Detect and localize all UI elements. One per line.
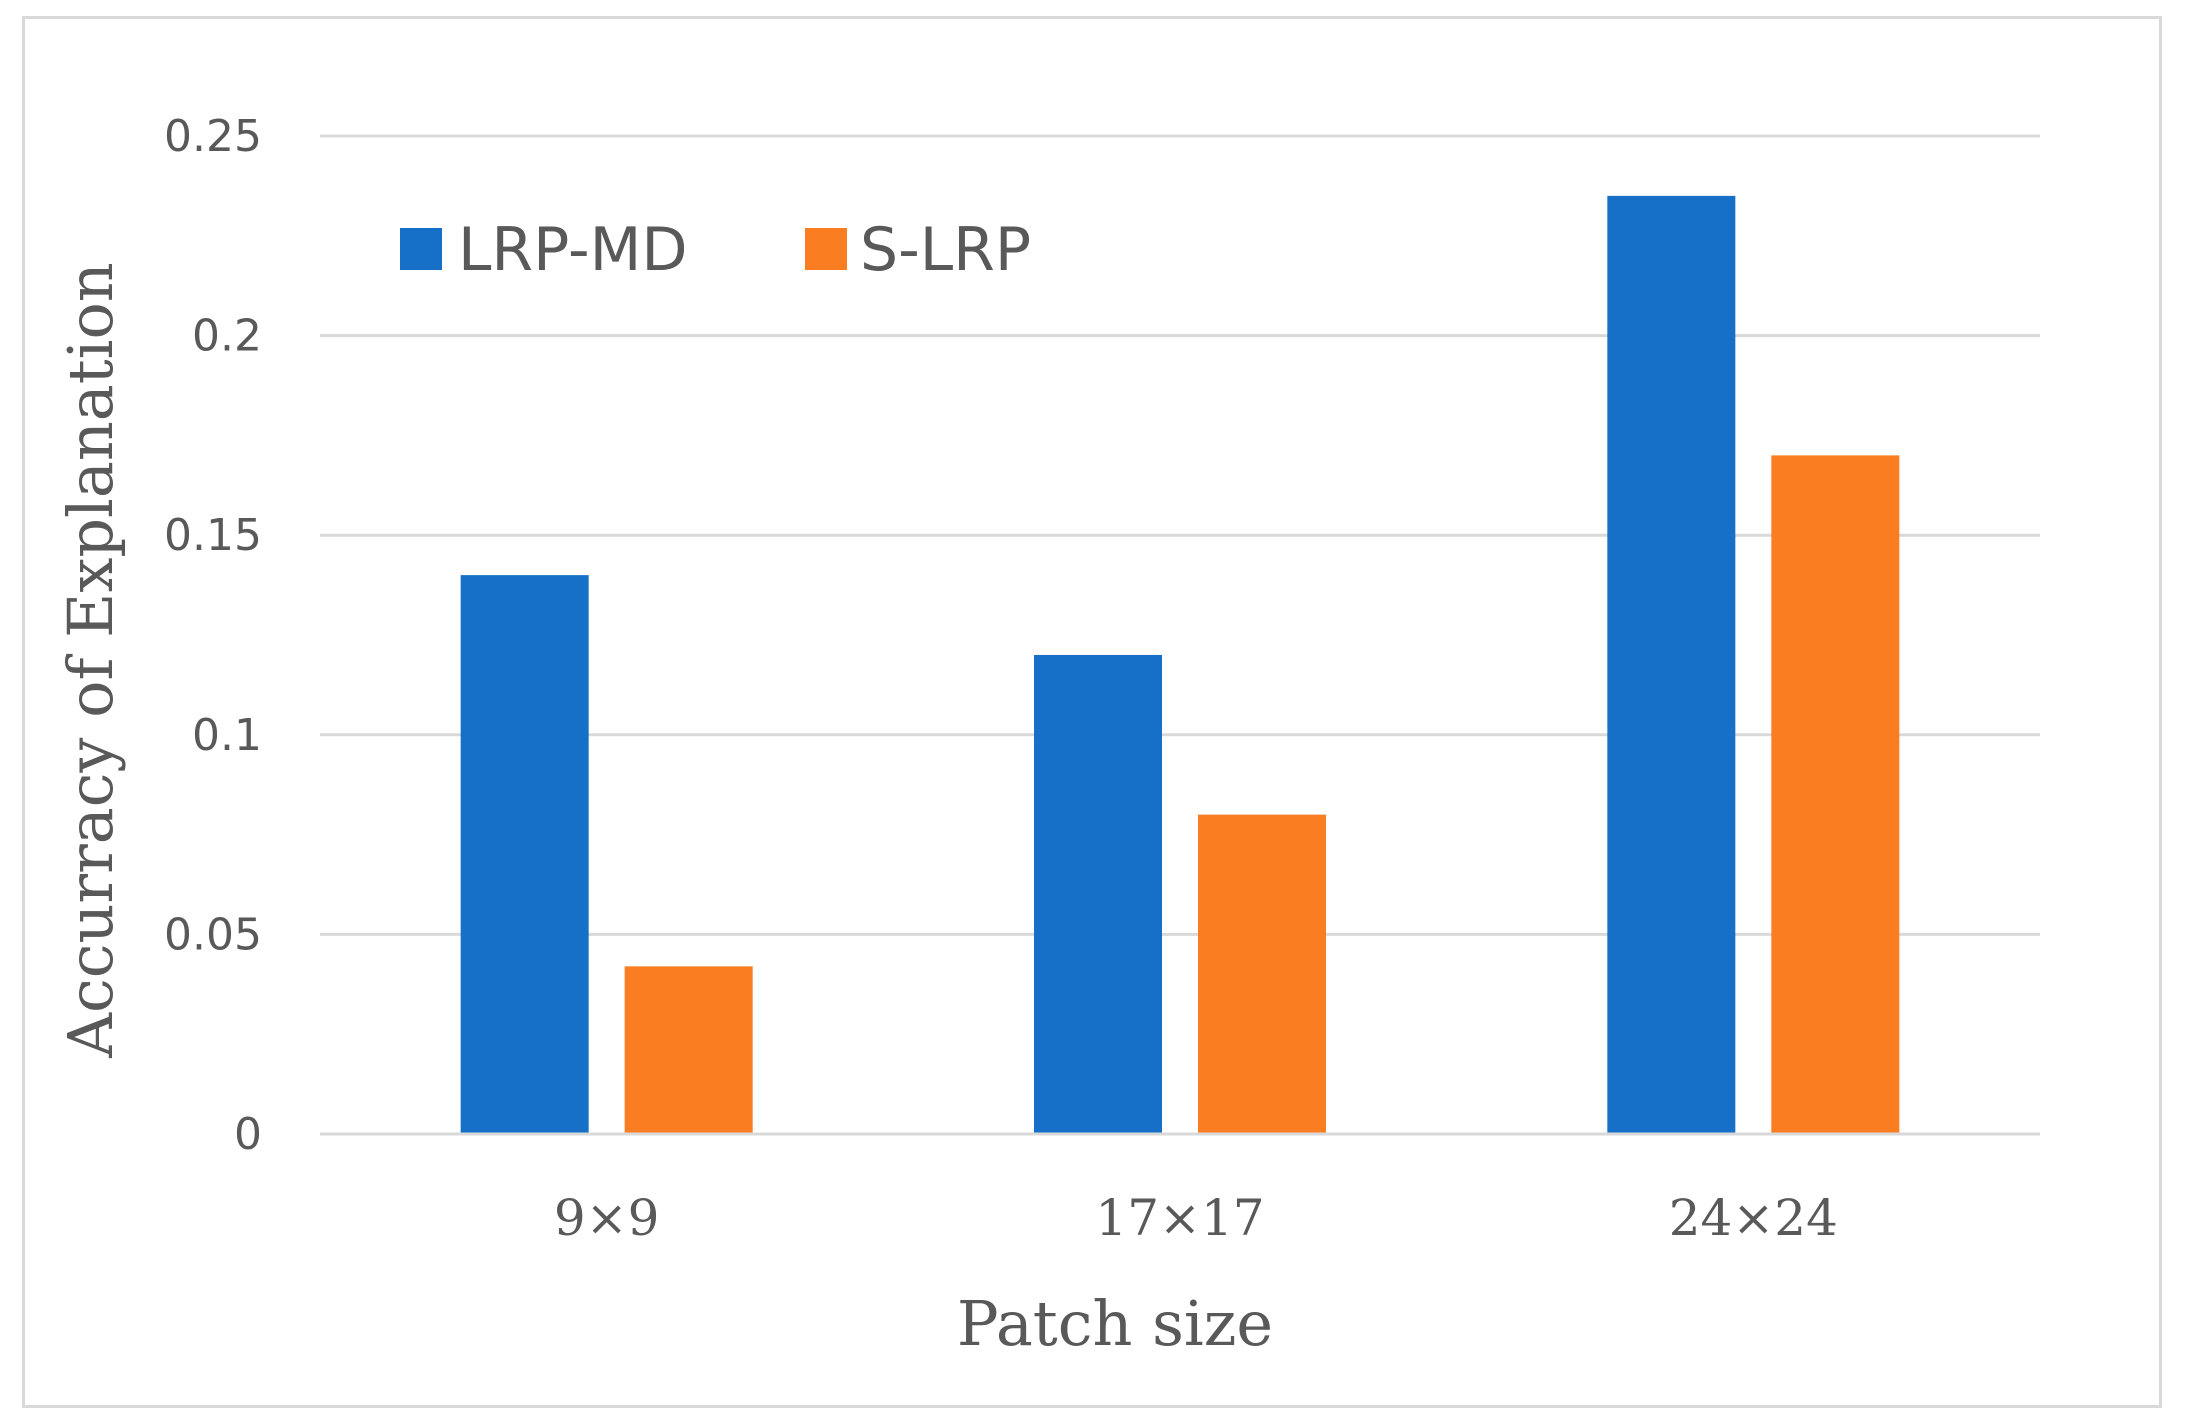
bar-s-lrp-3 (1771, 455, 1900, 1134)
bar-lrp-md-3 (1607, 195, 1736, 1134)
bars (320, 195, 2040, 1136)
y-tick-label: 0.15 (164, 510, 262, 561)
y-axis-title: Accurracy of Explanation (54, 262, 127, 1058)
bar-s-lrp-1 (624, 966, 753, 1134)
x-tick-label: 9×9 (554, 1189, 660, 1247)
legend-label-lrp-md: LRP-MD (458, 215, 688, 285)
x-axis-ticks: 9×9 17×17 24×24 (554, 1189, 1838, 1247)
y-axis-ticks: 0 0.05 0.1 0.15 0.2 0.25 (164, 111, 262, 1160)
y-tick-label: 0 (234, 1109, 262, 1160)
legend-label-s-lrp: S-LRP (860, 215, 1031, 285)
legend-swatch-lrp-md (400, 228, 442, 270)
x-axis-title: Patch size (957, 1287, 1273, 1360)
y-tick-label: 0.25 (164, 111, 262, 162)
legend: LRP-MD S-LRP (400, 215, 1031, 285)
bar-lrp-md-2 (1034, 654, 1162, 1134)
legend-swatch-s-lrp (805, 228, 847, 270)
y-tick-label: 0.1 (192, 710, 262, 761)
bar-s-lrp-2 (1198, 814, 1326, 1134)
x-tick-label: 24×24 (1669, 1189, 1838, 1247)
y-tick-label: 0.05 (164, 909, 262, 960)
x-tick-label: 17×17 (1095, 1189, 1264, 1247)
bar-lrp-md-1 (460, 575, 589, 1134)
y-tick-label: 0.2 (192, 311, 262, 362)
